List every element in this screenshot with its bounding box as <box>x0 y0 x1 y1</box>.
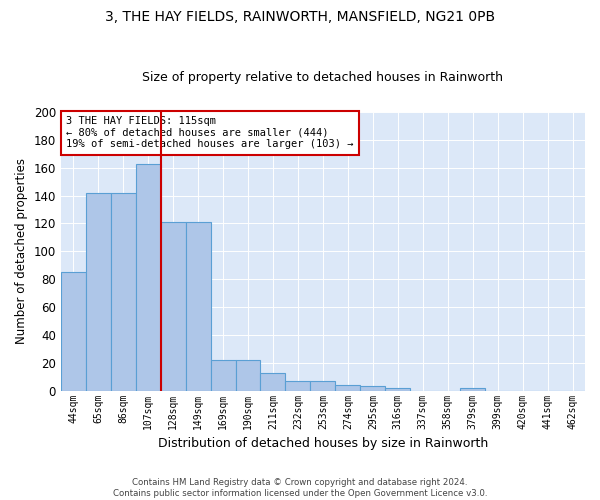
Bar <box>185 222 211 390</box>
Bar <box>136 164 161 390</box>
Text: Contains HM Land Registry data © Crown copyright and database right 2024.
Contai: Contains HM Land Registry data © Crown c… <box>113 478 487 498</box>
Text: 3 THE HAY FIELDS: 115sqm
← 80% of detached houses are smaller (444)
19% of semi-: 3 THE HAY FIELDS: 115sqm ← 80% of detach… <box>66 116 353 150</box>
Bar <box>111 193 136 390</box>
Bar <box>460 388 485 390</box>
Bar <box>236 360 260 390</box>
Bar <box>361 386 385 390</box>
Bar <box>385 388 410 390</box>
Bar <box>161 222 185 390</box>
Title: Size of property relative to detached houses in Rainworth: Size of property relative to detached ho… <box>142 72 503 85</box>
Bar <box>335 385 361 390</box>
Text: 3, THE HAY FIELDS, RAINWORTH, MANSFIELD, NG21 0PB: 3, THE HAY FIELDS, RAINWORTH, MANSFIELD,… <box>105 10 495 24</box>
Y-axis label: Number of detached properties: Number of detached properties <box>15 158 28 344</box>
Bar <box>260 372 286 390</box>
Bar <box>86 193 111 390</box>
Bar <box>211 360 236 390</box>
Bar <box>61 272 86 390</box>
Bar <box>310 381 335 390</box>
Bar <box>286 381 310 390</box>
X-axis label: Distribution of detached houses by size in Rainworth: Distribution of detached houses by size … <box>158 437 488 450</box>
